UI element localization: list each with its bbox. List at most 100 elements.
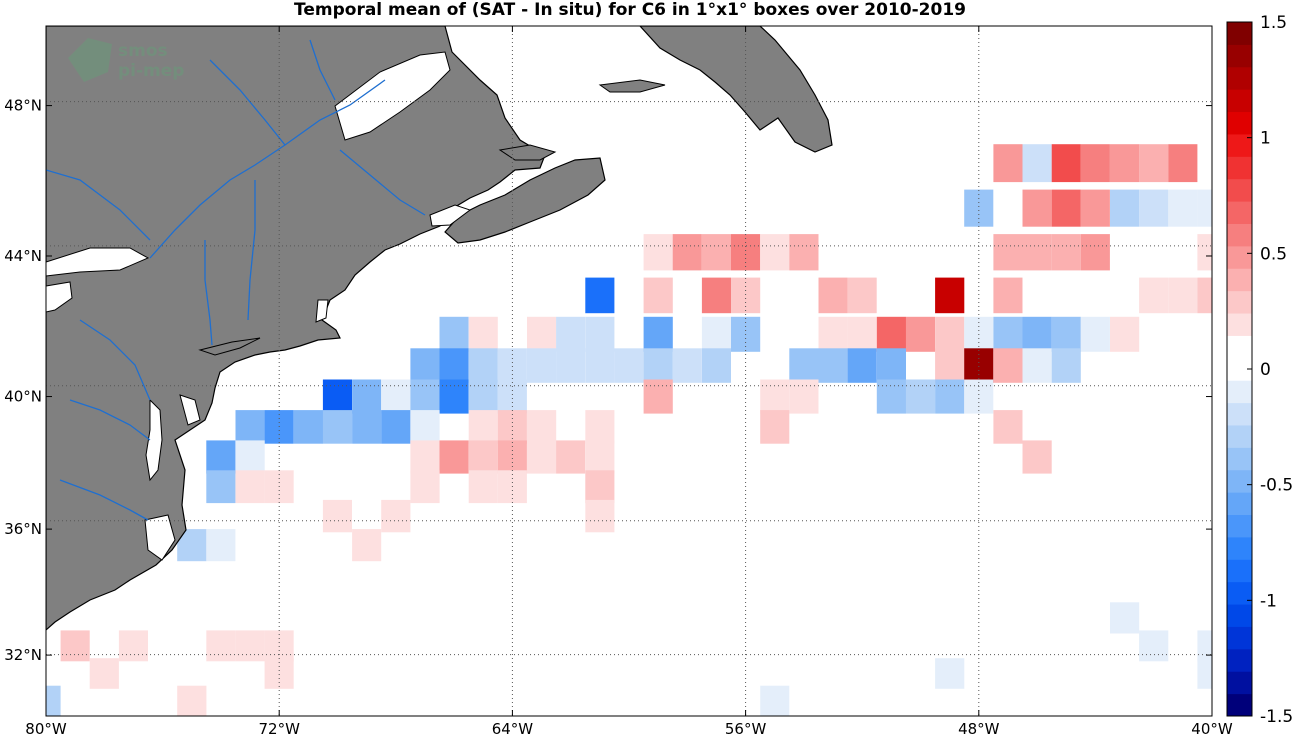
heatmap-cell (322, 379, 352, 414)
colorbar-tick-label: -1.5 (1260, 707, 1293, 727)
heatmap-cell (556, 316, 586, 352)
colorbar-tick-label: -1 (1260, 591, 1277, 611)
heatmap-cell (701, 316, 731, 352)
heatmap-cell (993, 144, 1023, 183)
heatmap-cell (439, 348, 469, 383)
colorbar-segment (1227, 447, 1252, 471)
heatmap-cell (993, 316, 1023, 352)
heatmap-cell (410, 440, 440, 474)
river-st-lawrence (149, 79, 386, 259)
heatmap-cell (556, 348, 586, 383)
heatmap-cell (818, 277, 848, 314)
axis-tick-marks (45, 26, 1213, 716)
heatmap-cell (876, 348, 906, 383)
heatmap-cell (527, 348, 557, 383)
heatmap-cell (1051, 316, 1081, 352)
colorbar-segment (1227, 268, 1252, 292)
bay-of-fundy (429, 204, 472, 227)
heatmap-cell (789, 379, 819, 414)
lon-tick-label: 56°W (725, 720, 767, 738)
heatmap-cell (672, 234, 702, 271)
land-long-island (198, 337, 261, 356)
heatmap-cell (1139, 189, 1169, 227)
heatmap-cell (760, 685, 790, 716)
heatmap-cell (206, 630, 236, 662)
heatmap-cell (905, 379, 935, 414)
rivers (46, 39, 426, 521)
heatmap-cell (643, 234, 673, 271)
lon-gridlines (278, 26, 980, 716)
heatmap-cell (468, 379, 498, 414)
lat-tick-label: 40°N (4, 388, 42, 406)
heatmap-cell (468, 410, 498, 444)
heatmap-cell (352, 529, 382, 562)
river-connecticut (247, 180, 256, 321)
heatmap-cell (935, 658, 965, 689)
colorbar-segment (1227, 178, 1252, 202)
heatmap-cell (1080, 189, 1110, 227)
heatmap-cell (1110, 602, 1140, 634)
heatmap-cell (1139, 277, 1169, 314)
river-roanoke (59, 479, 149, 521)
colorbar-segment (1227, 648, 1252, 672)
heatmap-cell (497, 348, 527, 383)
heatmap-cell (789, 348, 819, 383)
heatmap-cell (1197, 630, 1212, 662)
heatmap-cell (1051, 234, 1081, 271)
colorbar-segment (1227, 424, 1252, 448)
heatmap-cell (1110, 189, 1140, 227)
heatmap-cell (993, 277, 1023, 314)
colorbar-tick-label: 0.5 (1260, 244, 1287, 264)
heatmap-cell (993, 348, 1023, 383)
colorbar-tick-label: -0.5 (1260, 476, 1293, 496)
watermark-line2: pi-mep (118, 61, 184, 81)
heatmap-cell (439, 316, 469, 352)
heatmap-cell (410, 379, 440, 414)
heatmap-cell (497, 440, 527, 474)
heatmap-cell (322, 499, 352, 533)
heatmap-cell (206, 440, 236, 474)
heatmap-cell (964, 189, 994, 227)
lon-tick-label: 40°W (1191, 720, 1233, 738)
heatmap-cell (1080, 144, 1110, 183)
heatmap-cell (1051, 189, 1081, 227)
heatmap-cell (439, 379, 469, 414)
chart-title: Temporal mean of (SAT - In situ) for C6 … (294, 0, 966, 20)
colorbar-segment (1227, 290, 1252, 314)
heatmap-cell (60, 630, 90, 662)
colorbar-segment (1227, 536, 1252, 560)
colorbar-segment (1227, 223, 1252, 247)
lon-tick-label: 48°W (958, 720, 1000, 738)
lon-tick-label: 64°W (492, 720, 534, 738)
land-mass (46, 26, 833, 631)
heatmap-cell (935, 348, 965, 383)
heatmap-cell (1168, 144, 1198, 183)
heatmap-cell (352, 410, 382, 444)
river-hudson (204, 240, 213, 346)
heatmap-cell (410, 410, 440, 444)
heatmap-cell (1168, 277, 1198, 314)
colorbar-tick-label: 0 (1260, 360, 1271, 380)
heatmap-cell (468, 470, 498, 504)
colorbar-segment (1227, 514, 1252, 538)
heatmap-cell (235, 470, 265, 504)
heatmap-cell (964, 348, 994, 383)
heatmap-cell (935, 379, 965, 414)
heatmap-cell (527, 440, 557, 474)
heatmap-cell (731, 234, 761, 271)
land-newfoundland (639, 26, 833, 153)
lat-tick-label: 48°N (4, 97, 42, 115)
chesapeake-bay (145, 398, 163, 482)
heatmap-cell (643, 277, 673, 314)
heatmap-cell (585, 316, 615, 352)
heatmap-cell (818, 316, 848, 352)
colorbar-segment (1227, 492, 1252, 516)
heatmap-cell (556, 440, 586, 474)
heatmap-cell (1022, 234, 1052, 271)
delaware-bay (179, 394, 201, 426)
heatmap-cell (1051, 144, 1081, 183)
heatmap-cell (935, 316, 965, 352)
colorbar (1227, 22, 1252, 717)
heatmap-cell (876, 379, 906, 414)
map-frame (45, 25, 1213, 717)
